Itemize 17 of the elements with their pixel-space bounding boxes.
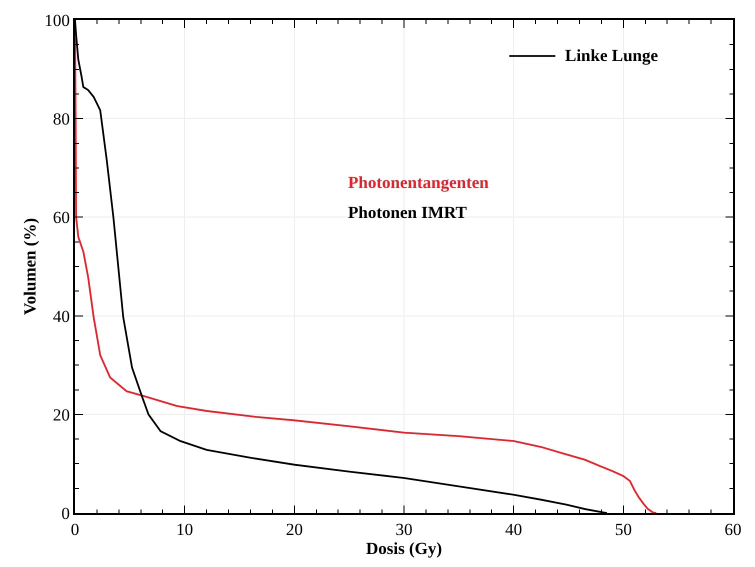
y-tick-label: 100 <box>44 10 70 30</box>
legend-title: Linke Lunge <box>565 46 659 65</box>
y-tick-label: 60 <box>52 208 70 228</box>
x-tick-label: 20 <box>286 520 303 540</box>
y-tick-label: 20 <box>52 405 70 424</box>
y-axis-title: Volumen (%) <box>20 218 40 316</box>
y-tick-label: 80 <box>52 110 70 129</box>
text: Photonen IMRT <box>348 203 468 222</box>
x-tick-label: 60 <box>724 520 742 540</box>
x-tick-label: 10 <box>176 520 194 540</box>
x-axis-title: Dosis (Gy) <box>366 539 442 558</box>
x-tick-label: 50 <box>614 520 632 540</box>
x-tick-label: 40 <box>505 520 522 540</box>
text: Photonentangenten <box>348 173 490 192</box>
y-tick-label: 0 <box>61 504 70 523</box>
x-tick-label: 30 <box>396 520 412 540</box>
y-tick-label: 40 <box>52 306 70 326</box>
